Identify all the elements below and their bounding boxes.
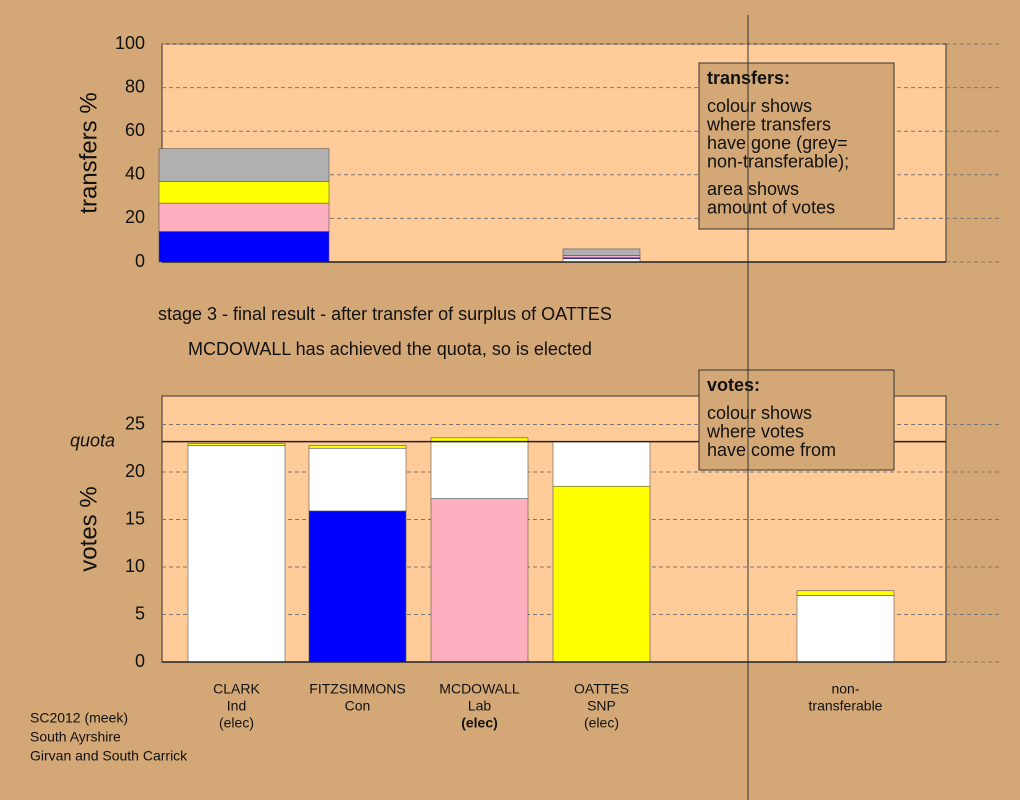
legend-text: have gone (grey= (707, 133, 848, 153)
y-tick-label: 20 (125, 207, 145, 227)
bar-segment (308, 510, 407, 663)
legend-text: where transfers (706, 114, 831, 134)
legend-text: have come from (707, 440, 836, 460)
y-axis-title: votes % (75, 486, 102, 571)
bar-segment (552, 485, 651, 663)
x-tick-label: OATTES (574, 681, 629, 697)
stage-text: stage 3 - final result - after transfer … (158, 304, 612, 324)
x-tick-label: Lab (468, 698, 492, 714)
x-tick-label: SNP (587, 698, 616, 714)
bar-segment (158, 148, 330, 182)
x-tick-label: Con (345, 698, 371, 714)
bar-segment (430, 441, 529, 499)
legend-box (698, 369, 895, 471)
footer: SC2012 (meek) (30, 710, 128, 726)
y-axis-title: transfers % (75, 92, 102, 213)
quota-label: quota (70, 430, 115, 450)
x-tick-label: (elec) (219, 715, 254, 731)
y-tick-label: 80 (125, 76, 145, 96)
y-tick-label: 10 (125, 556, 145, 576)
bar-segment (308, 447, 407, 512)
legend-text: amount of votes (707, 197, 835, 217)
y-tick-label: 0 (135, 651, 145, 671)
bar-segment (308, 445, 407, 449)
x-tick-label: non- (831, 681, 859, 697)
bar-segment (158, 202, 330, 232)
legend-text: where votes (706, 421, 804, 441)
legend-text: colour shows (707, 403, 812, 423)
bar-segment (796, 595, 895, 663)
bar-segment (796, 590, 895, 596)
y-tick-label: 5 (135, 603, 145, 623)
legend-text: non-transferable); (707, 151, 849, 171)
legend-text: area shows (707, 179, 799, 199)
x-tick-label: FITZSIMMONS (309, 681, 405, 697)
y-tick-label: 40 (125, 164, 145, 184)
legend-box (698, 62, 895, 230)
result-text: MCDOWALL has achieved the quota, so is e… (188, 339, 592, 359)
x-tick-label: (elec) (461, 715, 498, 731)
x-tick-label: (elec) (584, 715, 619, 731)
y-tick-label: 60 (125, 120, 145, 140)
y-tick-label: 100 (115, 33, 145, 53)
bar-segment (187, 445, 286, 663)
bar-segment (552, 441, 651, 487)
bar-segment (158, 231, 330, 263)
bar-segment (158, 181, 330, 204)
bar-segment (562, 255, 641, 258)
x-tick-label: MCDOWALL (439, 681, 520, 697)
legend-text: colour shows (707, 96, 812, 116)
y-tick-label: 25 (125, 413, 145, 433)
footer: South Ayrshire (30, 729, 121, 745)
y-tick-label: 15 (125, 508, 145, 528)
footer: Girvan and South Carrick (30, 748, 188, 764)
y-tick-label: 0 (135, 251, 145, 271)
bar-segment (562, 248, 641, 256)
legend-title: votes: (707, 375, 760, 395)
x-tick-label: transferable (809, 698, 883, 714)
bar-segment (187, 443, 286, 446)
x-tick-label: CLARK (213, 681, 260, 697)
bar-segment (430, 498, 529, 663)
legend-title: transfers: (707, 68, 790, 88)
x-tick-label: Ind (227, 698, 246, 714)
y-tick-label: 20 (125, 461, 145, 481)
